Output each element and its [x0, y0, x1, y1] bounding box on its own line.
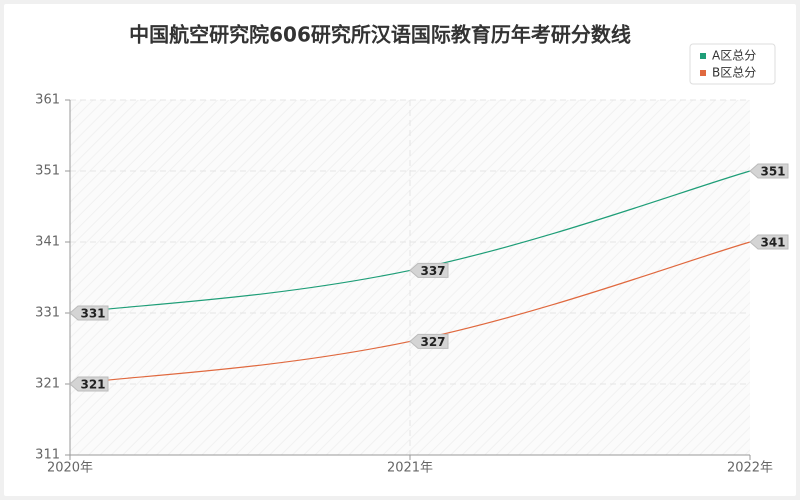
- value-label-tag: [749, 163, 789, 179]
- legend-marker: [700, 53, 706, 59]
- legend-marker: [700, 70, 706, 76]
- value-label: 351: [760, 165, 785, 179]
- x-tick-label: 2020年: [47, 461, 93, 476]
- y-tick-label: 351: [35, 164, 60, 179]
- y-tick-label: 341: [35, 235, 60, 250]
- legend-box: [689, 43, 776, 85]
- y-tick-label: 321: [35, 377, 60, 392]
- value-label-tag: [69, 376, 109, 392]
- y-tick-label: 331: [35, 306, 60, 321]
- value-label-tag: [409, 333, 449, 349]
- chart-title: 中国航空研究院606研究所汉语国际教育历年考研分数线: [129, 23, 631, 47]
- x-tick-label: 2021年: [387, 461, 433, 476]
- value-label: 331: [80, 307, 105, 321]
- y-tick-label: 311: [35, 448, 60, 463]
- y-tick-label: 361: [35, 93, 60, 108]
- x-tick-label: 2022年: [727, 461, 773, 476]
- value-label-tag: [749, 234, 789, 250]
- value-label-tag: [409, 262, 449, 278]
- value-label-tag: [69, 305, 109, 321]
- legend-label: A区总分: [712, 49, 756, 63]
- value-label: 341: [760, 236, 785, 250]
- value-label: 337: [420, 264, 445, 278]
- value-label: 321: [80, 378, 105, 392]
- value-label: 327: [420, 335, 445, 349]
- legend-label: B区总分: [712, 66, 756, 80]
